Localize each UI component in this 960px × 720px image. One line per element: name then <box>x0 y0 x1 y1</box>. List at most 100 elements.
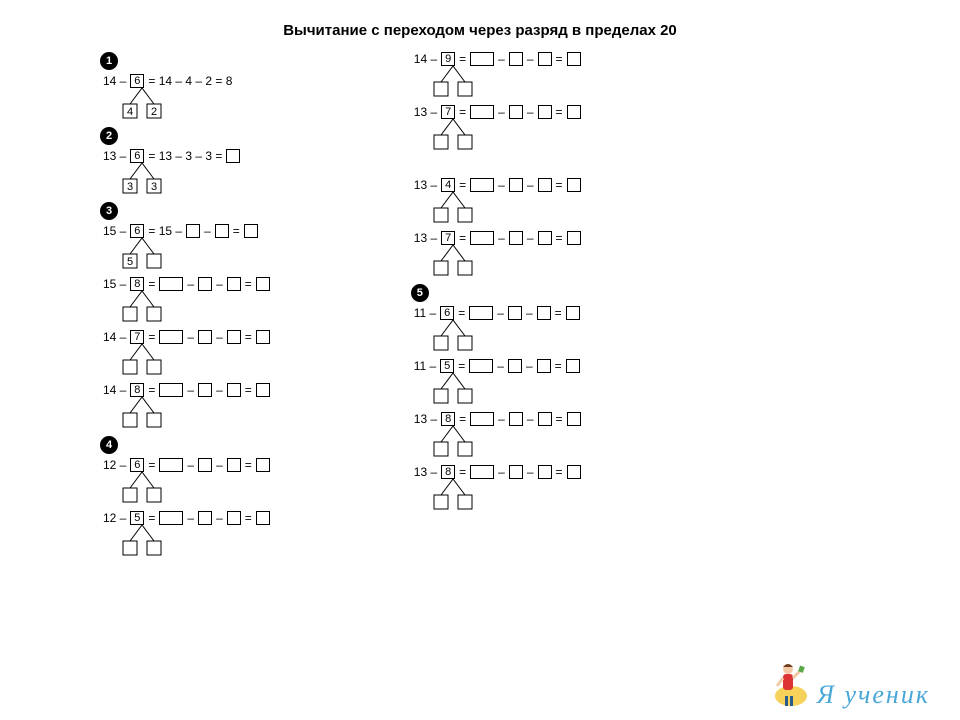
answer-box[interactable] <box>509 465 523 479</box>
answer-box[interactable] <box>538 105 552 119</box>
answer-box[interactable] <box>537 306 551 320</box>
equation-text: = <box>456 232 469 244</box>
answer-box[interactable]: 7 <box>441 231 455 245</box>
split-diagram <box>411 426 491 458</box>
answer-box[interactable] <box>256 330 270 344</box>
answer-box[interactable]: 6 <box>130 458 144 472</box>
answer-box[interactable] <box>566 359 580 373</box>
answer-box[interactable] <box>509 52 523 66</box>
answer-box[interactable] <box>538 52 552 66</box>
answer-box-wide[interactable] <box>470 231 494 245</box>
equation-text: 13 – <box>411 413 440 425</box>
answer-box[interactable]: 6 <box>130 74 144 88</box>
answer-box[interactable] <box>227 458 241 472</box>
answer-box[interactable] <box>227 383 241 397</box>
worksheet-page: Вычитание с переходом через разряд в пре… <box>0 0 960 720</box>
answer-box[interactable] <box>567 412 581 426</box>
answer-box[interactable] <box>566 306 580 320</box>
equation-text: = <box>145 512 158 524</box>
equation-text: – <box>201 225 214 237</box>
answer-box-wide[interactable] <box>470 178 494 192</box>
page-title: Вычитание с переходом через разряд в пре… <box>0 0 960 39</box>
answer-box-wide[interactable] <box>469 359 493 373</box>
answer-box[interactable] <box>227 277 241 291</box>
answer-box[interactable] <box>509 105 523 119</box>
answer-box[interactable] <box>567 465 581 479</box>
answer-box[interactable] <box>567 178 581 192</box>
answer-box-wide[interactable] <box>470 465 494 479</box>
answer-box[interactable] <box>509 412 523 426</box>
answer-box[interactable]: 5 <box>130 511 144 525</box>
answer-box[interactable] <box>198 330 212 344</box>
answer-box[interactable] <box>198 277 212 291</box>
problem-row: 315 – 6 = 15 – – = 5 <box>100 201 271 270</box>
answer-box[interactable]: 6 <box>130 149 144 163</box>
answer-box[interactable]: 9 <box>441 52 455 66</box>
equation-text: 12 – <box>100 512 129 524</box>
answer-box[interactable] <box>256 511 270 525</box>
answer-box-wide[interactable] <box>470 52 494 66</box>
answer-box[interactable] <box>198 511 212 525</box>
answer-box[interactable] <box>508 359 522 373</box>
equation-text: – <box>495 106 508 118</box>
answer-box[interactable]: 5 <box>440 359 454 373</box>
answer-box[interactable] <box>215 224 229 238</box>
answer-box[interactable] <box>508 306 522 320</box>
answer-box-wide[interactable] <box>159 383 183 397</box>
split-diagram <box>100 472 180 504</box>
answer-box-wide[interactable] <box>159 458 183 472</box>
answer-box[interactable]: 6 <box>440 306 454 320</box>
equation-text: = <box>553 466 566 478</box>
equation-line: 15 – 6 = 15 – – = <box>100 223 271 239</box>
answer-box[interactable] <box>227 330 241 344</box>
problem-row: 13 – 8 = – – = <box>411 464 582 511</box>
answer-box[interactable] <box>509 231 523 245</box>
answer-box[interactable]: 8 <box>441 465 455 479</box>
answer-box[interactable] <box>538 412 552 426</box>
split-diagram <box>100 525 180 557</box>
answer-box[interactable] <box>538 465 552 479</box>
equation-text: 15 – <box>100 278 129 290</box>
answer-box[interactable] <box>256 383 270 397</box>
answer-box[interactable] <box>567 231 581 245</box>
answer-box[interactable]: 8 <box>441 412 455 426</box>
answer-box-wide[interactable] <box>469 306 493 320</box>
answer-box[interactable] <box>538 231 552 245</box>
answer-box[interactable]: 7 <box>130 330 144 344</box>
answer-box[interactable] <box>567 52 581 66</box>
answer-box[interactable] <box>227 511 241 525</box>
student-icon <box>765 656 809 710</box>
svg-text:5: 5 <box>127 256 133 268</box>
answer-box[interactable] <box>198 458 212 472</box>
answer-box[interactable] <box>567 105 581 119</box>
answer-box[interactable] <box>256 458 270 472</box>
answer-box-wide[interactable] <box>159 511 183 525</box>
split-diagram <box>100 397 180 429</box>
answer-box[interactable]: 8 <box>130 383 144 397</box>
answer-box[interactable] <box>256 277 270 291</box>
answer-box[interactable]: 4 <box>441 178 455 192</box>
answer-box[interactable] <box>537 359 551 373</box>
answer-box-wide[interactable] <box>159 330 183 344</box>
answer-box[interactable]: 7 <box>441 105 455 119</box>
answer-box-wide[interactable] <box>159 277 183 291</box>
watermark: Я ученик <box>765 656 930 710</box>
equation-text: – <box>213 512 226 524</box>
answer-box[interactable]: 8 <box>130 277 144 291</box>
answer-box[interactable]: 6 <box>130 224 144 238</box>
problem-marker: 5 <box>411 284 429 302</box>
answer-box[interactable] <box>198 383 212 397</box>
answer-box[interactable] <box>186 224 200 238</box>
answer-box[interactable] <box>538 178 552 192</box>
equation-text: = 13 – 3 – 3 = <box>145 150 225 162</box>
equation-line: 11 – 5 = – – = <box>411 358 582 374</box>
split-diagram: 33 <box>100 163 180 195</box>
answer-box-wide[interactable] <box>470 412 494 426</box>
equation-line: 13 – 8 = – – = <box>411 464 582 480</box>
answer-box[interactable] <box>226 149 240 163</box>
answer-box-wide[interactable] <box>470 105 494 119</box>
answer-box[interactable] <box>244 224 258 238</box>
equation-text: = 14 – 4 – 2 = 8 <box>145 75 235 87</box>
answer-box[interactable] <box>509 178 523 192</box>
equation-text: = <box>242 384 255 396</box>
